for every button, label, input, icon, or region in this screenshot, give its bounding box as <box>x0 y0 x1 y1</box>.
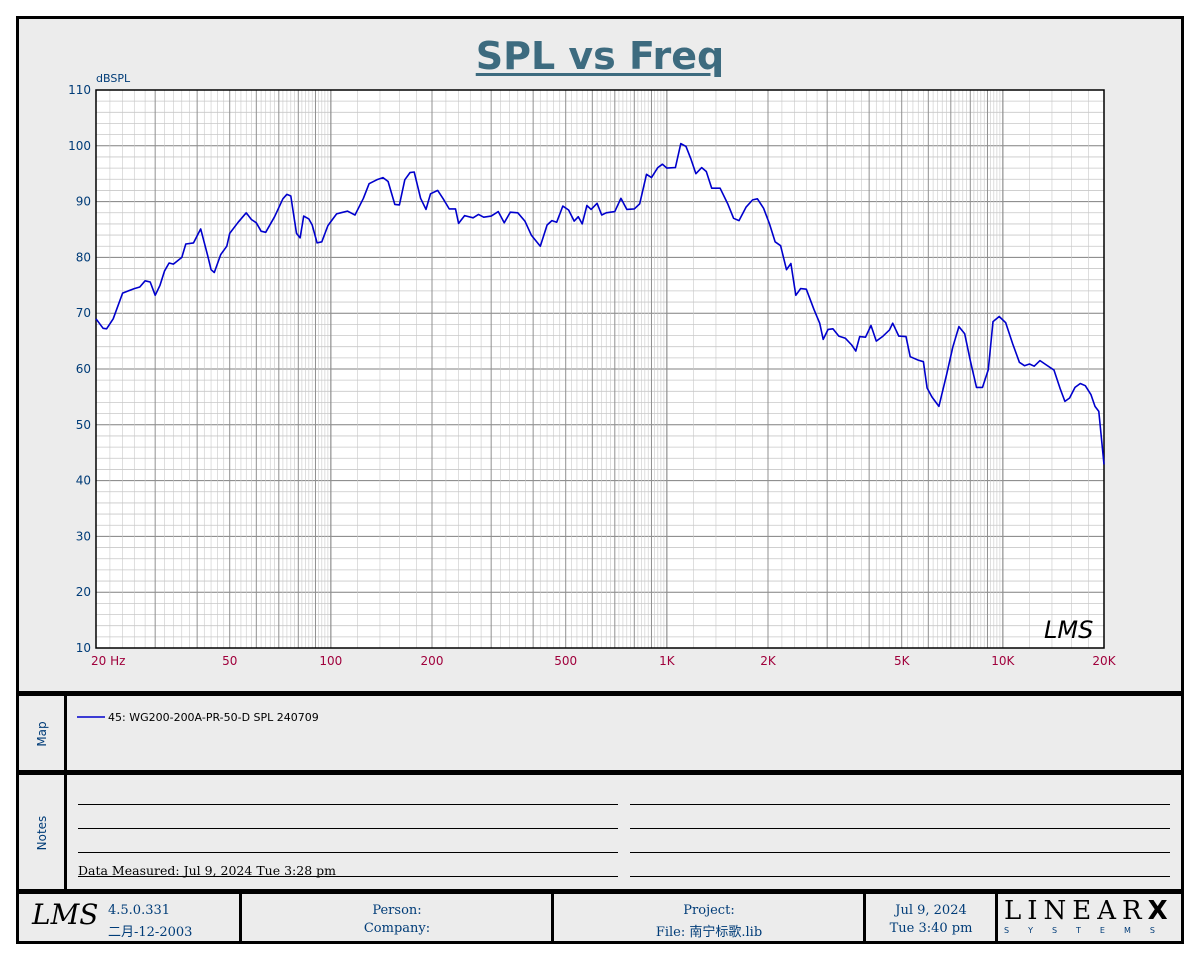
note-line <box>630 852 1170 853</box>
y-tick-label: 80 <box>76 250 91 264</box>
y-tick-label: 110 <box>68 83 91 97</box>
file-field: File: 南宁标歌.lib <box>655 925 763 940</box>
series-line <box>95 142 1105 465</box>
version: 4.5.0.331 <box>108 903 171 918</box>
x-tick-label: 20 Hz <box>91 654 125 668</box>
y-tick-label: 100 <box>68 139 91 153</box>
separator <box>16 691 1184 696</box>
y-tick-label: 10 <box>76 641 91 655</box>
note-line <box>78 804 618 805</box>
project-field: Project: <box>683 903 735 918</box>
footer-divider <box>863 893 866 943</box>
build-date: 二月-12-2003 <box>108 925 193 940</box>
x-tick-label: 20K <box>1092 654 1116 668</box>
separator <box>16 889 1184 894</box>
y-tick-label: 60 <box>76 362 91 376</box>
linearx-logo-text: LINEAR <box>1004 896 1148 926</box>
note-line <box>630 828 1170 829</box>
y-tick-label: 40 <box>76 474 91 488</box>
date-field: Jul 9, 2024 <box>895 903 967 918</box>
linearx-logo: LINEARX <box>1004 896 1168 926</box>
x-tick-label: 2K <box>760 654 777 668</box>
map-label: Map <box>35 721 49 747</box>
x-tick-label: 5K <box>894 654 911 668</box>
spl-chart: 110 100 90 80 70 60 50 40 30 20 10 20 Hz 50 100 200 50… <box>68 72 1117 668</box>
label-column-divider <box>64 691 67 891</box>
y-tick-labels: 110 100 90 80 70 60 50 40 30 20 10 <box>68 83 91 655</box>
x-tick-label: 500 <box>554 654 577 668</box>
note-line <box>630 876 1170 877</box>
legend-entry: 45: WG200-200A-PR-50-D SPL 240709 <box>108 711 319 724</box>
x-tick-label: 200 <box>421 654 444 668</box>
x-tick-label: 50 <box>222 654 237 668</box>
linearx-systems-text: SYSTEMS <box>1004 926 1174 935</box>
x-tick-label: 1K <box>659 654 676 668</box>
y-tick-label: 20 <box>76 585 91 599</box>
lms-watermark: LMS <box>1044 616 1093 644</box>
lms-logo: LMS <box>32 898 99 931</box>
chart-title: SPL vs Freq <box>475 34 725 78</box>
person-field: Person: <box>372 903 422 918</box>
plot-border <box>95 89 1105 649</box>
note-line <box>78 852 618 853</box>
footer-divider <box>239 893 242 943</box>
x-tick-label: 100 <box>319 654 342 668</box>
y-axis-label: dBSPL <box>96 72 131 85</box>
separator <box>16 770 1184 775</box>
footer-divider <box>551 893 554 943</box>
y-tick-label: 50 <box>76 418 91 432</box>
x-tick-labels: 20 Hz 50 100 200 500 1K 2K 5K 10K 20K <box>91 654 1117 668</box>
company-field: Company: <box>363 921 431 936</box>
legend-swatch <box>77 716 105 718</box>
y-tick-label: 90 <box>76 195 91 209</box>
footer-divider <box>995 893 998 943</box>
y-tick-label: 30 <box>76 529 91 543</box>
data-measured: Data Measured: Jul 9, 2024 Tue 3:28 pm <box>78 863 336 878</box>
note-line <box>78 828 618 829</box>
x-tick-label: 10K <box>991 654 1015 668</box>
notes-label: Notes <box>35 815 49 851</box>
time-field: Tue 3:40 pm <box>889 921 973 936</box>
note-line <box>78 876 618 877</box>
note-line <box>630 804 1170 805</box>
y-tick-label: 70 <box>76 306 91 320</box>
linearx-logo-x: X <box>1147 896 1168 926</box>
